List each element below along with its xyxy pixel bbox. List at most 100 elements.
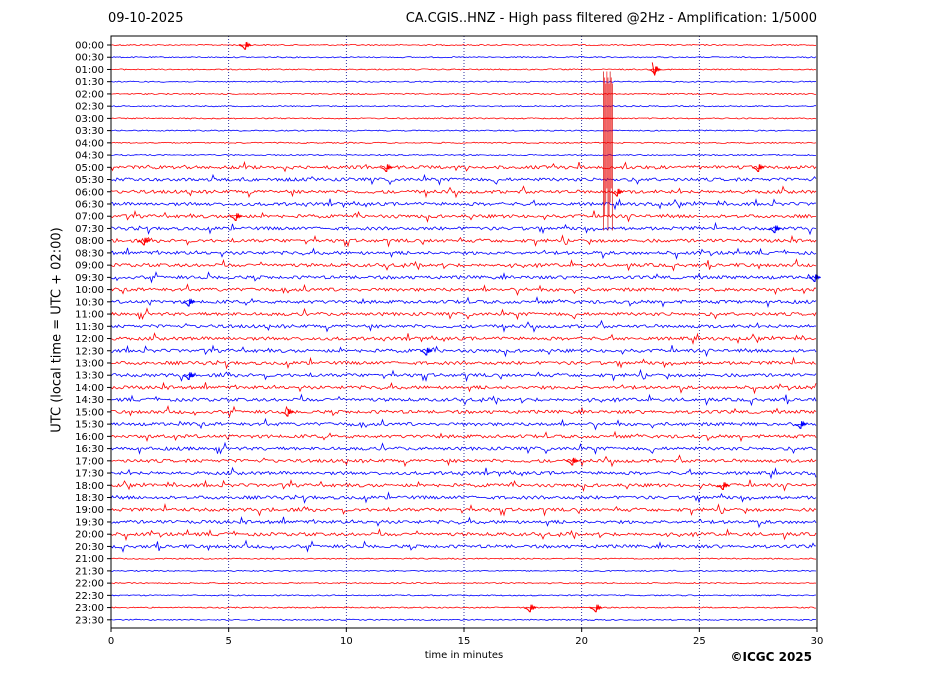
y-tick-label: 11:00 bbox=[75, 310, 104, 321]
event-mark-16 bbox=[716, 481, 730, 490]
trace-0000 bbox=[110, 43, 817, 47]
seismic-traces bbox=[110, 43, 817, 621]
y-tick-label: 23:30 bbox=[75, 615, 104, 626]
event-mark-13 bbox=[281, 408, 294, 417]
trace-2100 bbox=[110, 557, 817, 560]
trace-0300 bbox=[110, 117, 817, 120]
trace-1400 bbox=[110, 381, 817, 395]
y-tick-label: 07:00 bbox=[75, 212, 104, 223]
x-tick-label: 25 bbox=[693, 636, 706, 647]
y-tick-label: 12:00 bbox=[75, 334, 104, 345]
trace-1100 bbox=[110, 307, 817, 321]
event-mark-3 bbox=[380, 163, 393, 173]
y-tick-label: 22:00 bbox=[75, 579, 104, 590]
copyright-label: ©ICGC 2025 bbox=[730, 650, 812, 664]
trace-1230 bbox=[110, 344, 817, 358]
event-spikes bbox=[137, 41, 821, 613]
trace-1300 bbox=[110, 356, 817, 370]
trace-2300 bbox=[110, 606, 816, 609]
event-mark-2 bbox=[601, 62, 658, 231]
trace-0200 bbox=[110, 92, 816, 95]
y-tick-label: 01:00 bbox=[75, 65, 104, 76]
y-tick-label: 22:30 bbox=[75, 591, 104, 602]
y-tick-label: 02:00 bbox=[75, 89, 104, 100]
trace-2330 bbox=[110, 618, 817, 621]
trace-0330 bbox=[110, 129, 817, 132]
y-tick-label: 20:30 bbox=[75, 542, 104, 553]
trace-1800 bbox=[110, 478, 817, 493]
event-mark-14 bbox=[794, 420, 807, 429]
trace-2030 bbox=[110, 539, 816, 553]
y-tick-label: 01:30 bbox=[75, 77, 104, 88]
event-mark-18 bbox=[589, 604, 603, 613]
y-tick-label: 07:30 bbox=[75, 224, 104, 235]
trace-1700 bbox=[110, 454, 817, 468]
event-mark-0 bbox=[238, 41, 252, 50]
trace-0230 bbox=[110, 105, 817, 108]
trace-0600 bbox=[110, 185, 817, 199]
y-tick-label: 18:00 bbox=[75, 481, 104, 492]
date-label: 09-10-2025 bbox=[108, 11, 184, 26]
event-mark-17 bbox=[523, 604, 537, 613]
trace-0630 bbox=[110, 198, 817, 211]
trace-0530 bbox=[110, 173, 817, 186]
y-tick-label: 04:30 bbox=[75, 151, 104, 162]
trace-1000 bbox=[110, 283, 817, 297]
y-tick-label: 13:30 bbox=[75, 371, 104, 382]
event-mark-5 bbox=[610, 188, 624, 197]
y-tick-label: 09:30 bbox=[75, 273, 104, 284]
y-tick-label: 03:30 bbox=[75, 126, 104, 137]
x-axis-label: time in minutes bbox=[424, 650, 504, 661]
trace-1630 bbox=[110, 441, 817, 455]
y-tick-label: 19:30 bbox=[75, 517, 104, 528]
trace-0900 bbox=[110, 258, 817, 272]
trace-0400 bbox=[110, 141, 817, 145]
trace-0130 bbox=[110, 80, 817, 83]
y-tick-label: 10:00 bbox=[75, 285, 104, 296]
trace-0830 bbox=[110, 247, 817, 260]
x-tick-label: 5 bbox=[225, 636, 231, 647]
x-tick-label: 0 bbox=[108, 636, 114, 647]
y-tick-label: 06:30 bbox=[75, 199, 104, 210]
trace-1600 bbox=[110, 430, 817, 443]
y-tick-label: 14:30 bbox=[75, 395, 104, 406]
x-tick-label: 15 bbox=[458, 636, 471, 647]
y-tick-label: 18:30 bbox=[75, 493, 104, 504]
y-tick-label: 17:00 bbox=[75, 456, 104, 467]
vertical-gridlines bbox=[228, 36, 700, 628]
trace-2000 bbox=[110, 528, 817, 542]
y-tick-label: 08:30 bbox=[75, 248, 104, 259]
y-tick-label: 00:00 bbox=[75, 41, 104, 52]
y-tick-label: 11:30 bbox=[75, 322, 104, 333]
plot-frame bbox=[110, 35, 818, 629]
event-mark-9 bbox=[808, 274, 821, 283]
trace-0800 bbox=[110, 234, 817, 248]
x-tick-label: 30 bbox=[811, 636, 824, 647]
y-tick-label: 14:00 bbox=[75, 383, 104, 394]
event-mark-12 bbox=[182, 371, 196, 380]
y-tick-label: 15:30 bbox=[75, 420, 104, 431]
trace-1830 bbox=[110, 491, 817, 504]
y-tick-label: 16:30 bbox=[75, 444, 104, 455]
trace-0430 bbox=[110, 154, 817, 157]
trace-0730 bbox=[110, 221, 817, 236]
event-mark-8 bbox=[137, 237, 151, 246]
y-tick-label: 02:30 bbox=[75, 102, 104, 113]
trace-0500 bbox=[110, 160, 817, 173]
event-mark-7 bbox=[768, 224, 781, 234]
y-tick-label: 08:00 bbox=[75, 236, 104, 247]
trace-1330 bbox=[110, 368, 817, 383]
trace-2230 bbox=[110, 594, 817, 597]
trace-1130 bbox=[110, 319, 817, 333]
y-tick-label: 16:00 bbox=[75, 432, 104, 443]
trace-1730 bbox=[110, 466, 817, 480]
y-tick-label: 15:00 bbox=[75, 407, 104, 418]
trace-1930 bbox=[110, 516, 817, 529]
y-axis-label: UTC (local time = UTC + 02:00) bbox=[49, 227, 65, 433]
event-mark-11 bbox=[420, 347, 433, 356]
trace-1900 bbox=[110, 503, 817, 517]
y-tick-label: 21:00 bbox=[75, 554, 104, 565]
trace-0700 bbox=[110, 209, 817, 223]
y-tick-label: 04:00 bbox=[75, 138, 104, 149]
